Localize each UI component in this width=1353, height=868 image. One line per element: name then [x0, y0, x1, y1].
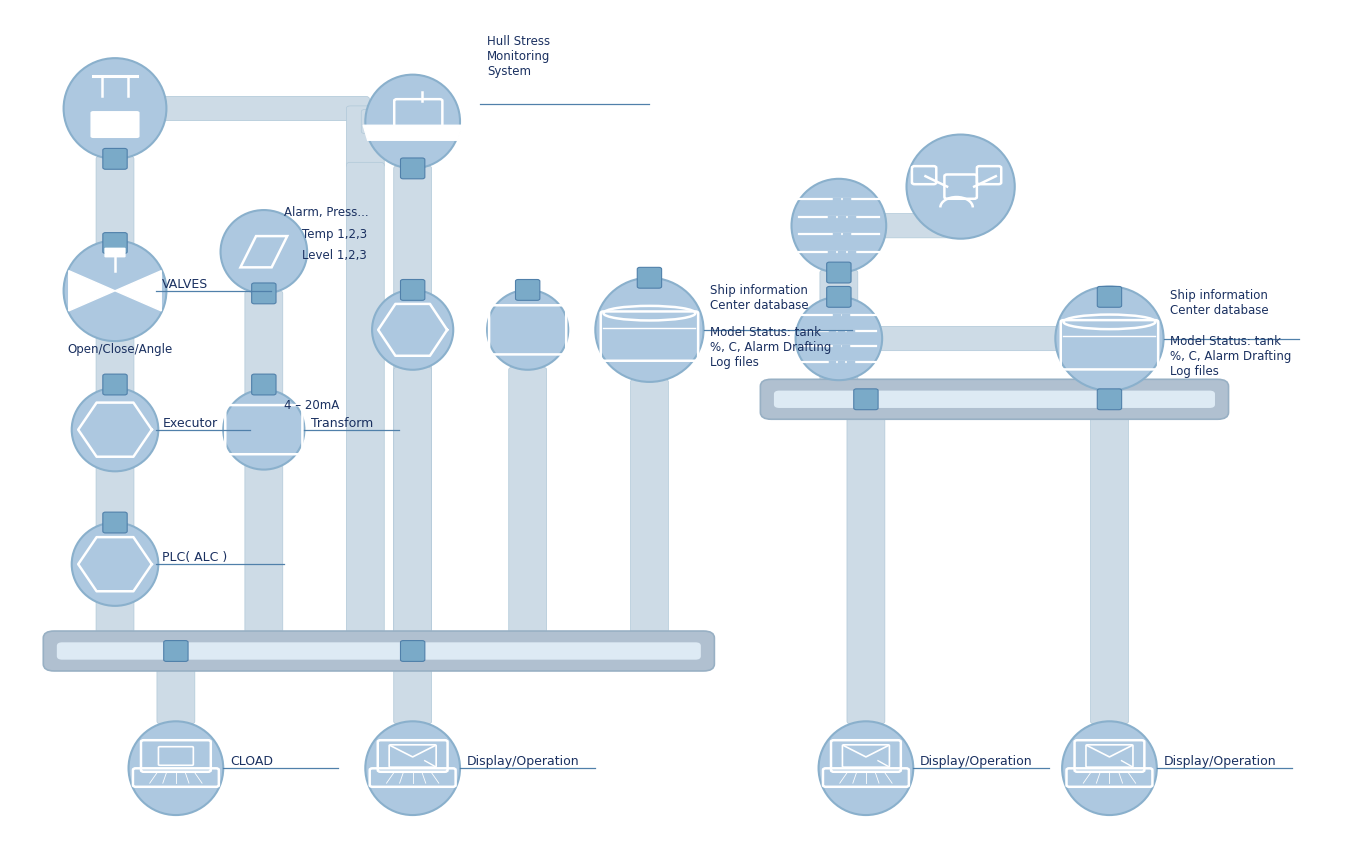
Ellipse shape: [796, 297, 882, 380]
Polygon shape: [363, 125, 463, 141]
FancyBboxPatch shape: [1097, 286, 1122, 307]
Ellipse shape: [1062, 721, 1157, 815]
Text: 4 – 20mA: 4 – 20mA: [284, 399, 340, 412]
Polygon shape: [69, 271, 115, 311]
Text: Display/Operation: Display/Operation: [1164, 755, 1276, 768]
FancyBboxPatch shape: [164, 641, 188, 661]
FancyBboxPatch shape: [252, 374, 276, 395]
Ellipse shape: [72, 388, 158, 471]
FancyBboxPatch shape: [400, 279, 425, 300]
FancyBboxPatch shape: [400, 641, 425, 661]
FancyBboxPatch shape: [400, 158, 425, 179]
Text: Display/Operation: Display/Operation: [467, 755, 579, 768]
Ellipse shape: [1055, 286, 1164, 391]
FancyBboxPatch shape: [942, 184, 980, 228]
Ellipse shape: [64, 58, 166, 159]
Ellipse shape: [792, 179, 886, 273]
Ellipse shape: [129, 721, 223, 815]
Text: Level 1,2,3: Level 1,2,3: [302, 249, 367, 262]
Text: VALVES: VALVES: [162, 278, 208, 291]
Text: Alarm, Press...: Alarm, Press...: [284, 206, 369, 219]
FancyBboxPatch shape: [252, 283, 276, 304]
FancyBboxPatch shape: [157, 648, 195, 724]
FancyBboxPatch shape: [854, 389, 878, 410]
Text: PLC( ALC ): PLC( ALC ): [162, 551, 227, 564]
FancyBboxPatch shape: [394, 367, 432, 654]
Ellipse shape: [221, 210, 307, 293]
FancyBboxPatch shape: [630, 379, 668, 654]
FancyBboxPatch shape: [1091, 397, 1128, 724]
FancyBboxPatch shape: [103, 374, 127, 395]
Text: Model Status: tank
%, C, Alarm Drafting
Log files: Model Status: tank %, C, Alarm Drafting …: [1170, 334, 1292, 378]
Text: Ship information
Center database: Ship information Center database: [710, 285, 809, 312]
Text: CLOAD: CLOAD: [230, 755, 273, 768]
FancyBboxPatch shape: [827, 262, 851, 283]
FancyBboxPatch shape: [509, 367, 547, 654]
Text: Open/Close/Angle: Open/Close/Angle: [68, 343, 173, 356]
Text: Display/Operation: Display/Operation: [920, 755, 1032, 768]
Ellipse shape: [819, 721, 913, 815]
FancyBboxPatch shape: [96, 156, 134, 654]
FancyBboxPatch shape: [245, 291, 283, 654]
FancyBboxPatch shape: [43, 631, 714, 671]
FancyBboxPatch shape: [394, 166, 432, 654]
Ellipse shape: [64, 240, 166, 341]
Ellipse shape: [487, 290, 568, 370]
FancyBboxPatch shape: [104, 247, 126, 258]
Polygon shape: [115, 271, 161, 311]
FancyBboxPatch shape: [346, 162, 384, 654]
FancyBboxPatch shape: [820, 270, 858, 402]
FancyBboxPatch shape: [835, 326, 1059, 351]
FancyBboxPatch shape: [346, 106, 384, 168]
FancyBboxPatch shape: [91, 111, 139, 138]
FancyBboxPatch shape: [847, 397, 885, 724]
Ellipse shape: [372, 290, 453, 370]
FancyBboxPatch shape: [515, 279, 540, 300]
Ellipse shape: [72, 523, 158, 606]
FancyBboxPatch shape: [361, 109, 417, 134]
Text: Model Status: tank
%, C, Alarm Drafting
Log files: Model Status: tank %, C, Alarm Drafting …: [710, 326, 832, 369]
Ellipse shape: [365, 75, 460, 168]
Text: Transform: Transform: [311, 417, 373, 430]
FancyBboxPatch shape: [637, 267, 662, 288]
FancyBboxPatch shape: [103, 148, 127, 169]
FancyBboxPatch shape: [57, 642, 701, 660]
FancyBboxPatch shape: [760, 379, 1229, 419]
Ellipse shape: [365, 721, 460, 815]
Ellipse shape: [223, 390, 304, 470]
Ellipse shape: [595, 278, 704, 382]
FancyBboxPatch shape: [111, 96, 369, 121]
FancyBboxPatch shape: [103, 512, 127, 533]
FancyBboxPatch shape: [827, 286, 851, 307]
FancyBboxPatch shape: [103, 233, 127, 253]
Text: Temp 1,2,3: Temp 1,2,3: [302, 228, 367, 241]
FancyBboxPatch shape: [1091, 388, 1128, 402]
FancyBboxPatch shape: [774, 391, 1215, 408]
Ellipse shape: [907, 135, 1015, 239]
Text: Executor: Executor: [162, 417, 218, 430]
FancyBboxPatch shape: [394, 648, 432, 724]
FancyBboxPatch shape: [1097, 389, 1122, 410]
FancyBboxPatch shape: [835, 214, 965, 238]
Text: Ship information
Center database: Ship information Center database: [1170, 289, 1269, 317]
Text: Hull Stress
Monitoring
System: Hull Stress Monitoring System: [487, 35, 551, 78]
